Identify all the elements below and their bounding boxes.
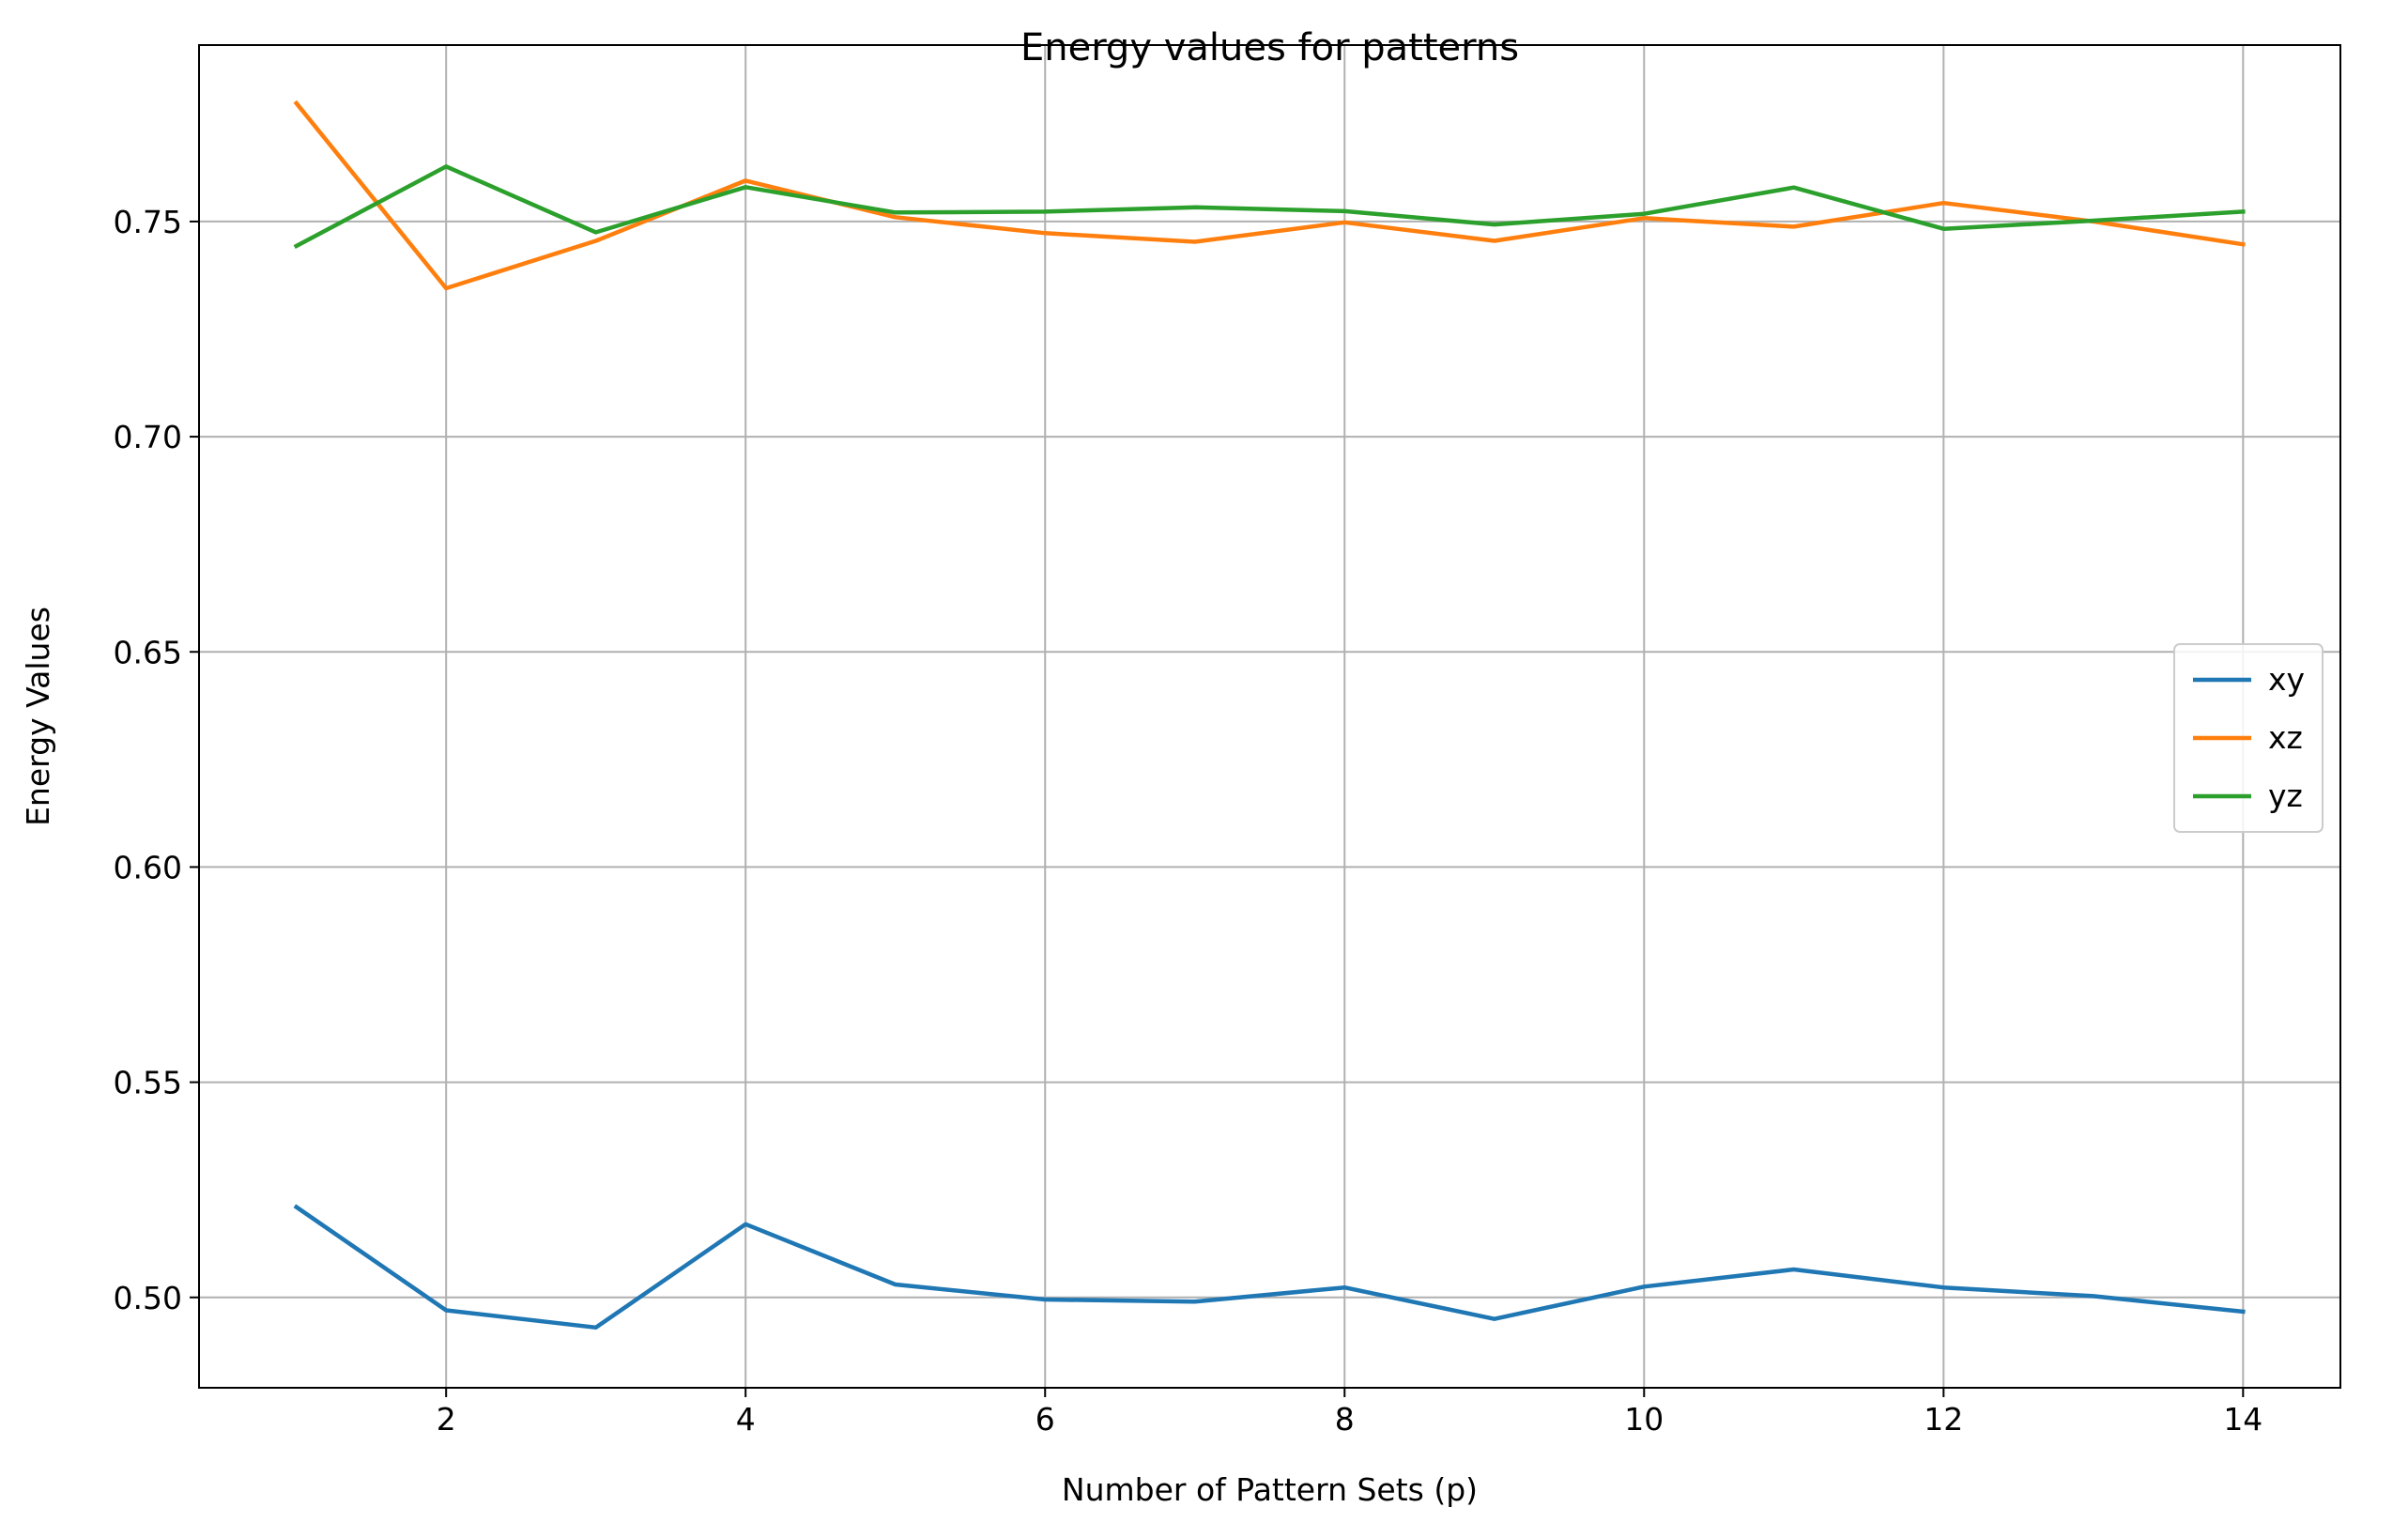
x-tick-label: 6 (1035, 1401, 1055, 1438)
x-tick-label: 4 (736, 1401, 756, 1438)
legend-label-xy: xy (2268, 661, 2305, 698)
y-tick-label: 0.75 (114, 204, 182, 240)
y-tick-label: 0.70 (114, 419, 182, 455)
series-lines (293, 100, 2246, 1330)
y-axis: 0.50 0.55 0.60 0.65 0.70 0.75 (114, 204, 199, 1316)
y-tick-label: 0.50 (114, 1280, 182, 1316)
legend: xy xz yz (2173, 643, 2324, 833)
series-line-xy (293, 1204, 2246, 1330)
legend-label-xz: xz (2268, 719, 2303, 756)
x-tick-label: 8 (1335, 1401, 1355, 1438)
series-line-yz (293, 164, 2246, 250)
y-tick-label: 0.65 (114, 634, 182, 670)
plot-frame (198, 44, 2341, 1389)
x-tick-label: 2 (437, 1401, 456, 1438)
legend-label-yz: yz (2268, 777, 2303, 814)
x-axis-label: Number of Pattern Sets (p) (1062, 1471, 1478, 1508)
series-line-xz (293, 100, 2246, 291)
grid (199, 45, 2340, 1388)
x-tick-label: 10 (1624, 1401, 1664, 1438)
x-tick-label: 12 (1924, 1401, 1963, 1438)
x-axis: 2 4 6 8 10 12 14 (437, 1388, 2262, 1438)
x-tick-label: 14 (2223, 1401, 2262, 1438)
y-axis-label: Energy Values (20, 607, 56, 826)
y-tick-label: 0.60 (114, 849, 182, 885)
chart-title: Energy values for patterns (1020, 26, 1519, 69)
y-tick-label: 0.55 (114, 1065, 182, 1101)
